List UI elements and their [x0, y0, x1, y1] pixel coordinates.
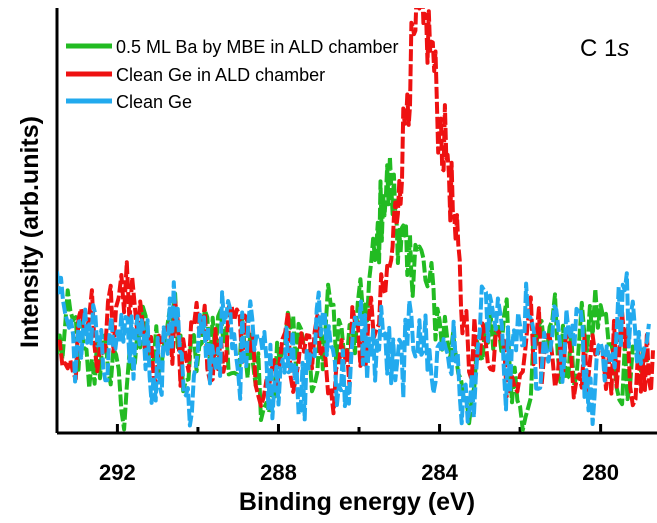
legend-label-series-1: Clean Ge in ALD chamber [116, 65, 325, 85]
series-layer [58, 8, 655, 432]
x-axis-ticks [115, 424, 603, 434]
x-tick-label-280: 280 [582, 460, 619, 485]
panel-label-italic: s [617, 35, 629, 62]
panel-label-main: C 1 [580, 35, 617, 62]
x-tick-label-288: 288 [260, 460, 297, 485]
x-axis-tick-labels: 292 288 284 280 [99, 460, 619, 485]
x-axis-title: Binding energy (eV) [239, 488, 475, 516]
y-axis-title: Intensity (arb.units) [16, 116, 44, 348]
x-tick-label-292: 292 [99, 460, 136, 485]
x-tick-label-284: 284 [421, 460, 458, 485]
legend: 0.5 ML Ba by MBE in ALD chamber Clean Ge… [66, 37, 398, 112]
legend-label-series-2: Clean Ge [116, 92, 192, 112]
series-line-2 [58, 271, 651, 428]
legend-label-series-0: 0.5 ML Ba by MBE in ALD chamber [116, 37, 398, 57]
series-line-0 [58, 154, 651, 432]
panel-label: C 1s [580, 35, 629, 62]
